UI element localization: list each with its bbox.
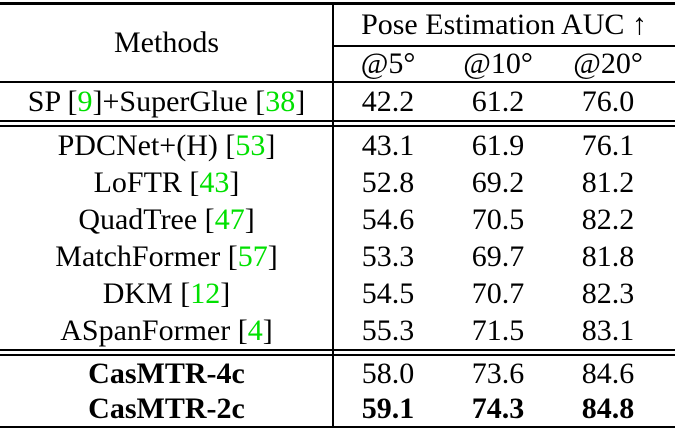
method-name-text: ] (262, 313, 273, 347)
method-cell: MatchFormer [57] (0, 238, 333, 275)
value-cell: 54.5 (361, 276, 415, 310)
value-cell: 59.1 (361, 391, 415, 425)
table-row: ASpanFormer [4] 55.3 71.5 83.1 (0, 312, 675, 349)
value-cell: 73.6 (471, 356, 525, 390)
value-cells: 53.3 69.7 81.8 (333, 238, 675, 275)
table-row: MatchFormer [57] 53.3 69.7 81.8 (0, 238, 675, 275)
method-name-text: CasMTR-2c (88, 391, 245, 425)
value-cells: 59.1 74.3 84.8 (333, 391, 675, 426)
value-cell: 58.0 (361, 356, 415, 390)
value-cell: 53.3 (361, 239, 415, 273)
method-name-text: ]+SuperGlue [ (92, 84, 266, 118)
method-name-text: ] (267, 239, 278, 273)
value-cell: 81.8 (581, 239, 635, 273)
value-cell: 82.2 (581, 202, 635, 236)
value-cell: 83.1 (581, 313, 635, 347)
method-cell: SP [9]+SuperGlue [38] (0, 83, 333, 120)
method-cell: CasMTR-2c (0, 391, 333, 426)
method-name-text: MatchFormer [ (55, 239, 238, 273)
method-name-text: QuadTree [ (78, 202, 215, 236)
methods-header-cell: Methods (114, 26, 219, 59)
value-cells: 42.2 61.2 76.0 (333, 83, 675, 120)
table-row: CasMTR-2c 59.1 74.3 84.8 (0, 391, 675, 426)
method-name-text: ] (244, 202, 255, 236)
value-cells: 54.5 70.7 82.3 (333, 275, 675, 312)
column-divider-rule (332, 2, 334, 428)
citation-ref: 12 (190, 276, 221, 310)
auc-group-label: Pose Estimation AUC ↑ (361, 8, 647, 41)
method-name-text: CasMTR-4c (88, 356, 245, 390)
table-row: CasMTR-4c 58.0 73.6 84.6 (0, 356, 675, 391)
method-cell: PDCNet+(H) [53] (0, 127, 333, 164)
value-cells: 43.1 61.9 76.1 (333, 127, 675, 164)
value-cell: 84.6 (581, 356, 635, 390)
value-cells: 55.3 71.5 83.1 (333, 312, 675, 349)
value-cell: 52.8 (361, 165, 415, 199)
method-cell: DKM [12] (0, 275, 333, 312)
method-name-text: ] (220, 276, 231, 310)
value-cells: 54.6 70.5 82.2 (333, 201, 675, 238)
citation-ref: 9 (77, 84, 93, 118)
value-cell: 69.2 (471, 165, 525, 199)
table-row: LoFTR [43] 52.8 69.2 81.2 (0, 164, 675, 201)
row-group-sparse: SP [9]+SuperGlue [38] 42.2 61.2 76.0 (0, 83, 675, 120)
separator-rule-2 (0, 349, 675, 356)
method-name-text: ] (229, 165, 240, 199)
subcol-at-10deg: @10° (463, 47, 533, 80)
value-cell: 54.6 (361, 202, 415, 236)
separator-rule-1 (0, 120, 675, 127)
citation-ref: 43 (199, 165, 230, 199)
value-cell: 76.0 (581, 84, 635, 118)
table-row: QuadTree [47] 54.6 70.5 82.2 (0, 201, 675, 238)
row-group-ours: CasMTR-4c 58.0 73.6 84.6 CasMTR-2c 59.1 74.3 84… (0, 356, 675, 426)
method-cell: QuadTree [47] (0, 201, 333, 238)
row-group-dense: PDCNet+(H) [53] 43.1 61.9 76.1 LoFTR [43] 52.… (0, 127, 675, 349)
value-cell: 70.5 (471, 202, 525, 236)
method-cell: CasMTR-4c (0, 356, 333, 391)
citation-ref: 47 (214, 202, 245, 236)
value-cell: 42.2 (361, 84, 415, 118)
value-cell: 81.2 (581, 165, 635, 199)
method-name-text: SP [ (27, 84, 78, 118)
header-sub-rule (333, 45, 675, 47)
auc-header-block: Pose Estimation AUC ↑ @5° @10° @20° (333, 5, 675, 81)
method-name-text: ] (265, 128, 276, 162)
top-rule (0, 2, 675, 5)
value-cell: 76.1 (581, 128, 635, 162)
subcol-at-5deg: @5° (360, 47, 416, 80)
value-cell: 74.3 (471, 391, 525, 425)
citation-ref: 4 (247, 313, 263, 347)
method-cell: LoFTR [43] (0, 164, 333, 201)
value-cell: 61.9 (471, 128, 525, 162)
table-row: DKM [12] 54.5 70.7 82.3 (0, 275, 675, 312)
method-name-text: LoFTR [ (93, 165, 200, 199)
auc-subcolumns: @5° @10° @20° (333, 47, 675, 81)
method-cell: ASpanFormer [4] (0, 312, 333, 349)
value-cells: 58.0 73.6 84.6 (333, 356, 675, 391)
value-cell: 61.2 (471, 84, 525, 118)
value-cell: 84.8 (581, 391, 635, 425)
method-name-text: PDCNet+(H) [ (57, 128, 236, 162)
value-cell: 71.5 (471, 313, 525, 347)
citation-ref: 57 (237, 239, 268, 273)
method-name-text: DKM [ (102, 276, 191, 310)
table-header: Methods Pose Estimation AUC ↑ @5° @10° @… (0, 5, 675, 81)
value-cell: 69.7 (471, 239, 525, 273)
value-cell: 70.7 (471, 276, 525, 310)
value-cell: 82.3 (581, 276, 635, 310)
method-name-text: ] (295, 84, 306, 118)
value-cells: 52.8 69.2 81.2 (333, 164, 675, 201)
citation-ref: 38 (265, 84, 296, 118)
table-row: SP [9]+SuperGlue [38] 42.2 61.2 76.0 (0, 83, 675, 120)
value-cell: 55.3 (361, 313, 415, 347)
header-bottom-rule (0, 81, 675, 83)
citation-ref: 53 (235, 128, 266, 162)
subcol-at-20deg: @20° (573, 47, 643, 80)
value-cell: 43.1 (361, 128, 415, 162)
bottom-rule (0, 426, 675, 428)
method-name-text: ASpanFormer [ (60, 313, 248, 347)
table-row: PDCNet+(H) [53] 43.1 61.9 76.1 (0, 127, 675, 164)
